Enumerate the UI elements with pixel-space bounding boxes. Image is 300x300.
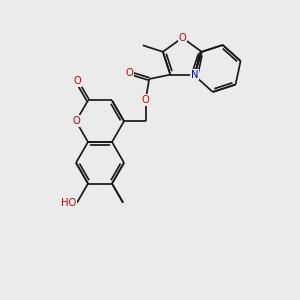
Text: O: O bbox=[126, 68, 134, 78]
Text: O: O bbox=[142, 95, 149, 105]
Text: O: O bbox=[178, 33, 186, 43]
Text: N: N bbox=[190, 70, 198, 80]
Text: HO: HO bbox=[61, 198, 76, 208]
Text: O: O bbox=[73, 76, 81, 86]
Text: O: O bbox=[72, 116, 80, 126]
